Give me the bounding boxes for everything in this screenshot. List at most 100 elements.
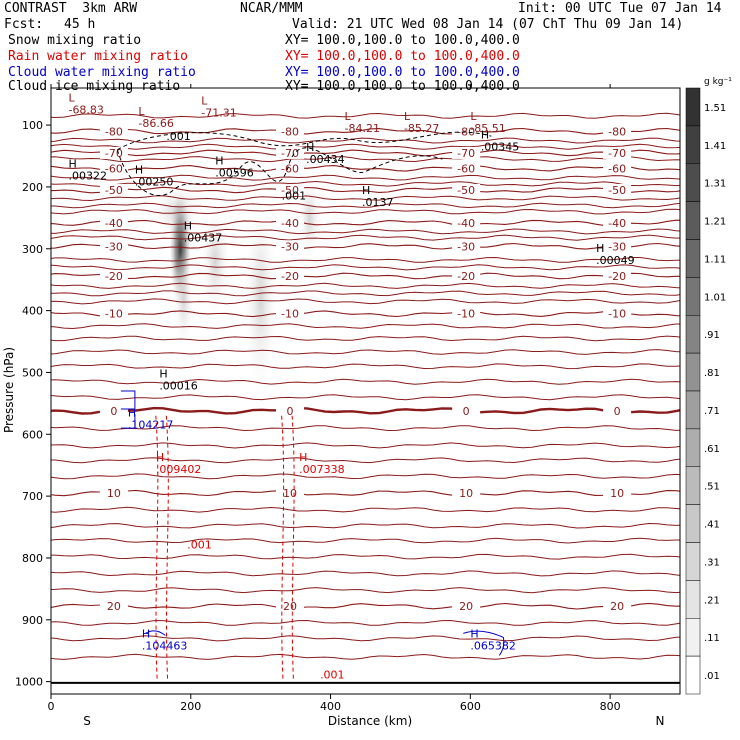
- isotherm-label: 20: [283, 600, 297, 613]
- x-axis-label: Distance (km): [328, 714, 412, 728]
- isotherm-line: [51, 457, 680, 464]
- isotherm-label-bg: [99, 600, 128, 613]
- extremum-marker: L: [470, 110, 477, 123]
- colorbar-tick-label: .01: [704, 671, 720, 682]
- isotherm-label: 0: [614, 405, 621, 418]
- extremum-value: .009402: [156, 463, 202, 476]
- extremum-value: .00049: [596, 254, 635, 267]
- colorbar-tick-label: 1.01: [704, 292, 726, 303]
- isotherm-label-bg: [99, 404, 128, 417]
- forecast-label: Fcst:: [4, 17, 44, 32]
- colorbar-tick-label: 1.11: [704, 254, 726, 265]
- isotherm-line: [51, 635, 680, 642]
- isotherm-label-bg: [603, 216, 632, 229]
- plot-frame: [50, 87, 681, 695]
- colorbar-tick-label: .61: [704, 444, 720, 455]
- isotherm-label-bg: [603, 184, 632, 197]
- colorbar-tick-label: .81: [704, 368, 720, 379]
- isotherm-label-bg: [276, 487, 305, 500]
- isotherm-label: -80: [281, 125, 299, 138]
- isotherm-label-bg: [276, 240, 305, 253]
- isotherm-line-labeled: [51, 406, 680, 415]
- extremum-value: .00437: [184, 231, 223, 244]
- extremum-marker: H: [481, 128, 489, 141]
- isotherm-label-bg: [452, 162, 481, 175]
- isotherm-label: 20: [610, 600, 624, 613]
- x-axis-end-label: N: [656, 714, 665, 728]
- init-time: Init: 00 UTC Tue 07 Jan 14: [518, 1, 722, 16]
- colorbar-tick-label: .71: [704, 406, 720, 417]
- isotherm-label-bg: [276, 216, 305, 229]
- y-axis-label: Pressure (hPa): [2, 347, 16, 433]
- isotherm-label: -10: [281, 308, 299, 321]
- isotherm-line: [51, 363, 680, 370]
- y-tick-label: 400: [22, 305, 43, 318]
- isotherm-label: -30: [105, 240, 123, 253]
- extremum-marker: L: [404, 110, 411, 123]
- colorbar-tick-label: 1.41: [704, 141, 726, 152]
- extremum-marker: L: [201, 94, 208, 107]
- isotherm-label-bg: [99, 146, 128, 159]
- isotherm-label-bg: [276, 600, 305, 613]
- isotherm-line: [51, 143, 680, 150]
- extremum-marker: H: [142, 627, 150, 640]
- colorbar: 1.51 1.41 1.31 1.21 1.11 1.01 .91 .81 .71 .61 .51.…: [685, 77, 732, 695]
- isotherm-label: -20: [608, 270, 626, 283]
- plot-area: -80 -80 -80 -80 -70 -70 -70 -70 -60 -60 -60 -60 -50 -…: [51, 112, 680, 684]
- isotherm-line: [51, 553, 680, 560]
- colorbar-tick-label: .91: [704, 330, 720, 341]
- x-tick-label: 200: [180, 700, 201, 713]
- extremum-value: .007338: [299, 463, 345, 476]
- field-name-cloud-ice: Cloud ice mixing ratio: [8, 79, 181, 94]
- isotherm-line: [51, 378, 680, 385]
- y-tick-label: 500: [22, 366, 43, 379]
- extremum-value: -71.31: [201, 106, 236, 119]
- isotherm-label: 10: [107, 487, 121, 500]
- snow-shading-tail: [173, 250, 194, 347]
- colorbar-box: [685, 163, 701, 202]
- isotherm-line: [51, 290, 680, 297]
- extremum-value: -85.51: [470, 122, 505, 135]
- field-name-rain: Rain water mixing ratio: [8, 49, 189, 64]
- isotherm-label: -70: [281, 147, 299, 160]
- extremum-value: .065382: [470, 639, 516, 652]
- isotherm-line: [51, 256, 680, 263]
- isotherm-line-labeled: [51, 310, 680, 318]
- isotherm-line: [51, 112, 680, 119]
- isotherm-label: -40: [457, 217, 475, 230]
- x-tick-label: 800: [600, 700, 621, 713]
- model-title: CONTRAST 3km ARW: [4, 1, 138, 16]
- isotherm-line-labeled: [51, 242, 680, 250]
- isotherm-label-bg: [276, 404, 305, 417]
- isotherm-label-bg: [452, 125, 481, 138]
- extremum-marker: H: [215, 154, 223, 167]
- colorbar-tick-label: .21: [704, 595, 720, 606]
- field-xy-cloud-ice: XY= 100.0,100.0 to 100.0,400.0: [285, 79, 520, 94]
- temperature-isotherms: -80 -80 -80 -80 -70 -70 -70 -70 -60 -60 -60 -60 -50 -…: [51, 112, 680, 684]
- colorbar-box: [685, 580, 701, 619]
- isotherm-label-bg: [276, 307, 305, 320]
- y-tick-label: 200: [22, 181, 43, 194]
- isotherm-line: [51, 298, 680, 305]
- isotherm-label: 20: [459, 600, 473, 613]
- isotherm-label-bg: [603, 307, 632, 320]
- isotherm-label: 10: [283, 487, 297, 500]
- isotherm-line: [51, 537, 680, 544]
- field-xy-snow: XY= 100.0,100.0 to 100.0,400.0: [285, 33, 520, 48]
- isotherm-label-bg: [603, 162, 632, 175]
- x-tick-label: 600: [460, 700, 481, 713]
- colorbar-box: [685, 542, 701, 581]
- isotherm-line: [51, 323, 680, 330]
- isotherm-line: [51, 137, 680, 144]
- colorbar-tick-label: 1.31: [704, 179, 726, 190]
- valid-time: Valid: 21 UTC Wed 08 Jan 14 (07 ChT Thu …: [292, 17, 684, 32]
- isotherm-line: [51, 156, 680, 163]
- x-tick-label: 400: [320, 700, 341, 713]
- isotherm-label-bg: [603, 600, 632, 613]
- rain-water-contour: [165, 415, 169, 682]
- extremum-marker: H: [596, 242, 604, 255]
- extremum-marker: H: [156, 451, 164, 464]
- extremum-value: .00250: [135, 176, 174, 189]
- isotherm-label-bg: [452, 600, 481, 613]
- mixing-ratio-contours: [116, 131, 505, 682]
